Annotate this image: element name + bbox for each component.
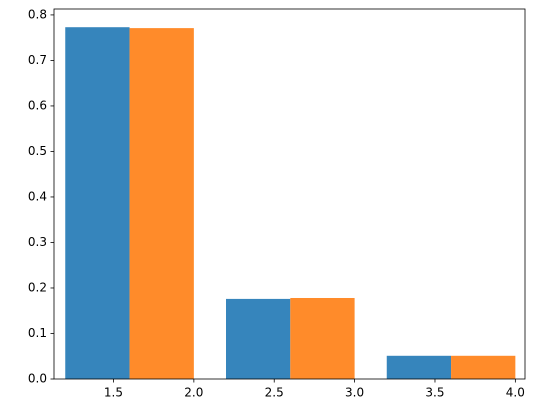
x-tick-label: 4.0 <box>506 386 525 400</box>
y-tick-label: 0.7 <box>28 53 47 67</box>
y-tick-label: 0.5 <box>28 144 47 158</box>
y-tick-label: 0.0 <box>28 372 47 386</box>
bar <box>129 28 194 380</box>
y-tick-label: 0.6 <box>28 98 47 112</box>
plot-frame <box>53 8 526 380</box>
x-tick-label: 2.0 <box>184 386 203 400</box>
bar <box>386 355 452 379</box>
y-tick-label: 0.8 <box>28 7 47 21</box>
y-tick-label: 0.2 <box>28 280 47 294</box>
x-tick-label: 3.0 <box>345 386 364 400</box>
y-tick-label: 0.1 <box>28 326 47 340</box>
bar <box>226 298 291 379</box>
x-tick-label: 3.5 <box>425 386 444 400</box>
x-tick-label: 1.5 <box>104 386 123 400</box>
y-tick-label: 0.4 <box>28 189 47 203</box>
bar <box>290 297 355 379</box>
bar <box>451 355 516 379</box>
x-tick-label: 2.5 <box>265 386 284 400</box>
bar <box>65 27 130 379</box>
y-tick-label: 0.3 <box>28 235 47 249</box>
